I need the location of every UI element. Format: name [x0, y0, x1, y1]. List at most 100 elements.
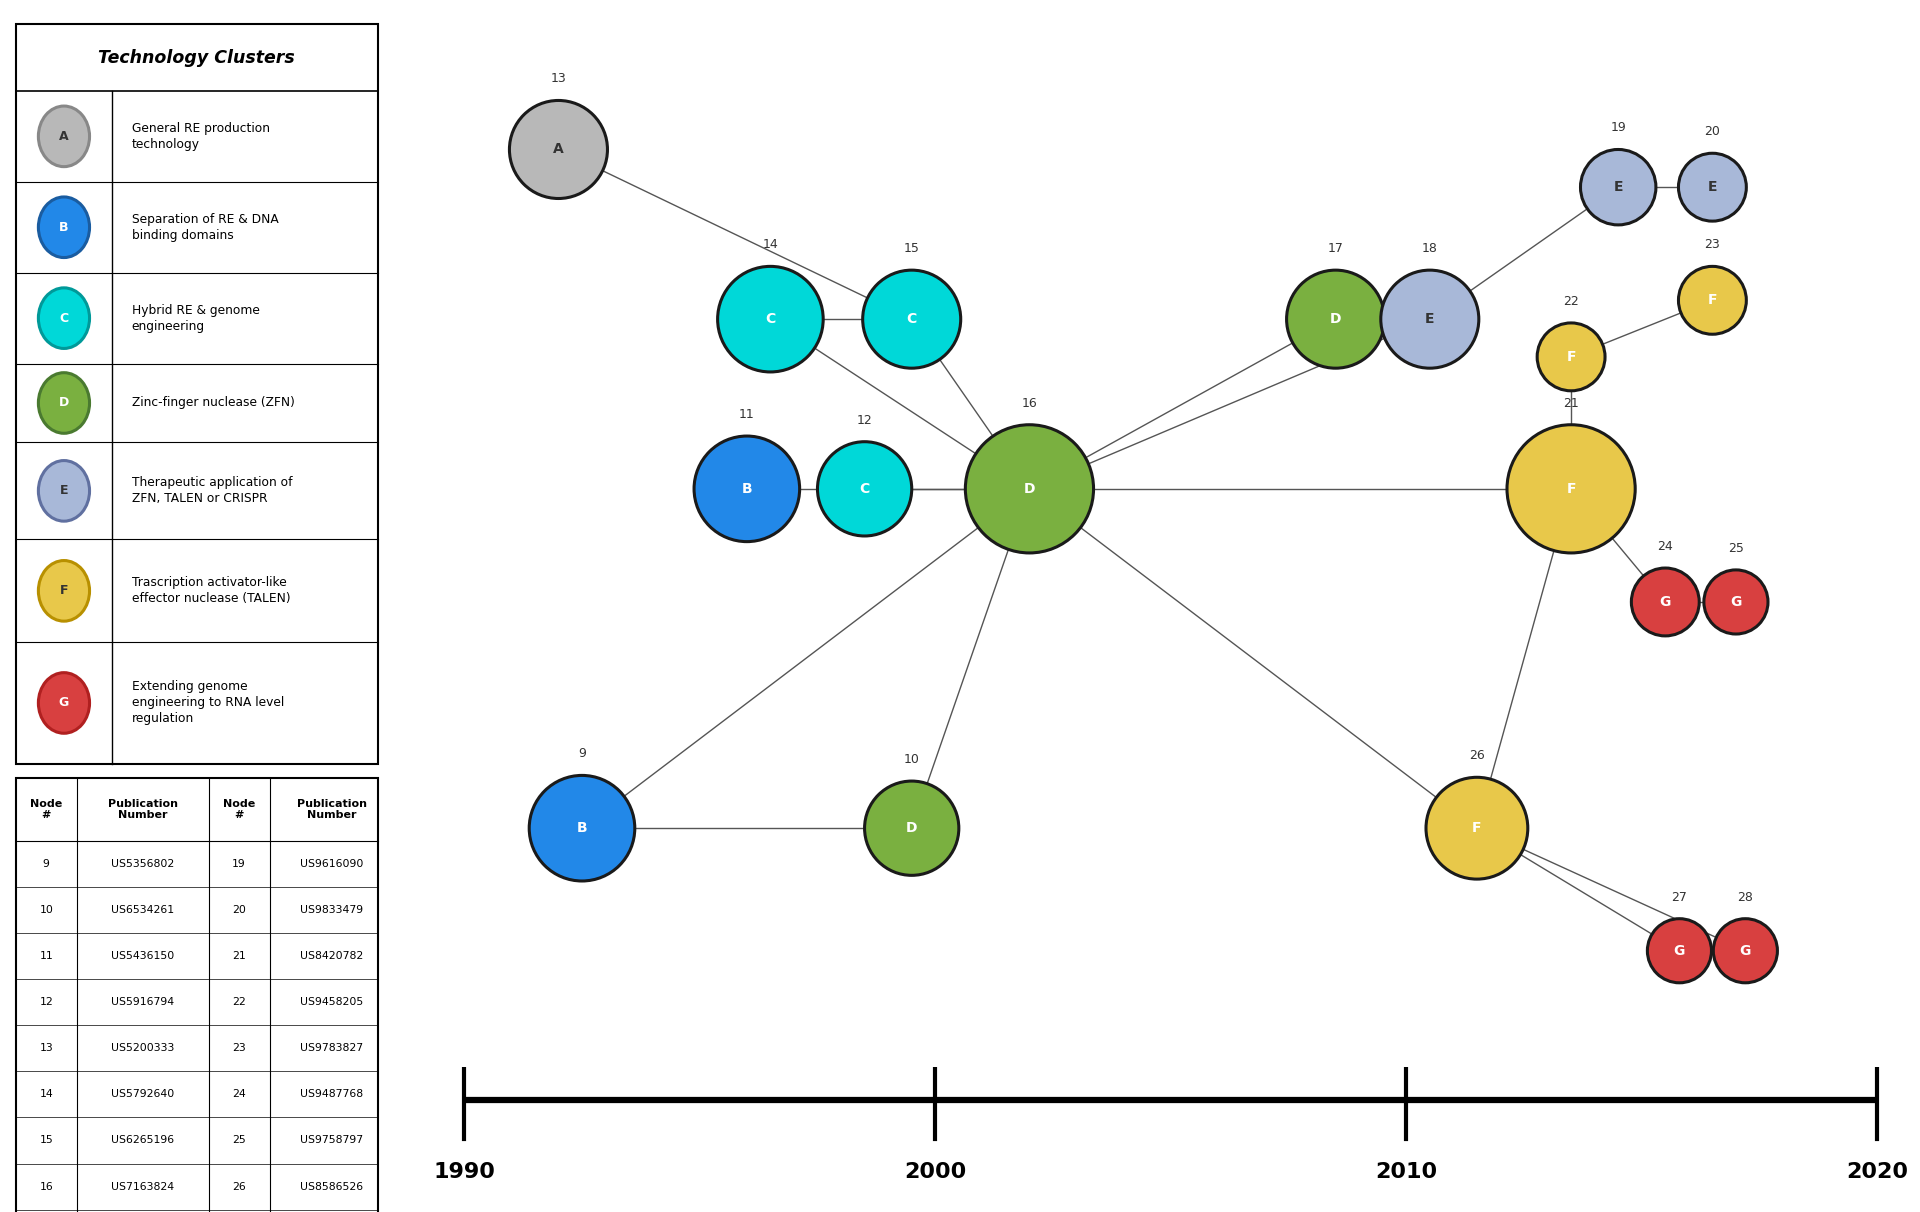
Ellipse shape — [38, 560, 90, 621]
Text: 15: 15 — [40, 1136, 54, 1145]
Text: 16: 16 — [40, 1182, 54, 1191]
Text: General RE production
technology: General RE production technology — [132, 122, 271, 150]
Text: 26: 26 — [232, 1182, 246, 1191]
Text: 24: 24 — [1657, 539, 1672, 553]
Ellipse shape — [1580, 149, 1655, 225]
Text: Therapeutic application of
ZFN, TALEN or CRISPR: Therapeutic application of ZFN, TALEN or… — [132, 476, 292, 505]
Text: 21: 21 — [1563, 396, 1578, 410]
FancyBboxPatch shape — [15, 778, 378, 1212]
Text: F: F — [60, 584, 69, 598]
Text: 17: 17 — [1327, 242, 1344, 255]
Text: 23: 23 — [1705, 239, 1720, 251]
Text: B: B — [60, 221, 69, 234]
Ellipse shape — [718, 267, 824, 372]
Ellipse shape — [1703, 570, 1768, 634]
Text: 2010: 2010 — [1375, 1161, 1438, 1182]
Text: C: C — [860, 482, 870, 496]
Text: F: F — [1567, 482, 1576, 496]
Ellipse shape — [818, 441, 912, 536]
Text: C: C — [60, 311, 69, 325]
Text: Extending genome
engineering to RNA level
regulation: Extending genome engineering to RNA leve… — [132, 680, 284, 726]
Text: US9833479: US9833479 — [300, 905, 363, 915]
Text: Publication
Number: Publication Number — [296, 799, 367, 821]
Text: E: E — [1707, 181, 1716, 194]
Text: Trascription activator-like
effector nuclease (TALEN): Trascription activator-like effector nuc… — [132, 577, 290, 605]
Text: 21: 21 — [232, 951, 246, 961]
Text: C: C — [906, 313, 918, 326]
Text: 20: 20 — [232, 905, 246, 915]
Text: US5916794: US5916794 — [111, 997, 175, 1007]
Text: 23: 23 — [232, 1044, 246, 1053]
FancyBboxPatch shape — [15, 24, 378, 764]
Text: 11: 11 — [739, 408, 755, 421]
Text: G: G — [1740, 944, 1751, 957]
Text: 10: 10 — [38, 905, 54, 915]
Text: 15: 15 — [904, 242, 920, 255]
Ellipse shape — [1427, 777, 1528, 879]
Text: G: G — [1730, 595, 1741, 608]
Text: US9616090: US9616090 — [300, 859, 363, 869]
Text: F: F — [1473, 822, 1482, 835]
Text: 22: 22 — [1563, 295, 1578, 308]
Text: US6265196: US6265196 — [111, 1136, 175, 1145]
Text: US7163824: US7163824 — [111, 1182, 175, 1191]
Text: 11: 11 — [40, 951, 54, 961]
Ellipse shape — [1538, 322, 1605, 390]
Text: 27: 27 — [1672, 891, 1688, 904]
Text: 14: 14 — [40, 1090, 54, 1099]
Text: 22: 22 — [232, 997, 246, 1007]
Text: Separation of RE & DNA
binding domains: Separation of RE & DNA binding domains — [132, 213, 278, 241]
Text: 2020: 2020 — [1847, 1161, 1908, 1182]
Ellipse shape — [1380, 270, 1478, 368]
Text: 19: 19 — [1611, 121, 1626, 135]
Text: G: G — [1659, 595, 1670, 608]
Text: E: E — [60, 485, 69, 497]
Ellipse shape — [38, 461, 90, 521]
Ellipse shape — [864, 781, 958, 875]
Text: 9: 9 — [42, 859, 50, 869]
Text: G: G — [60, 697, 69, 709]
Text: B: B — [576, 822, 588, 835]
Text: Node
#: Node # — [223, 799, 255, 821]
Ellipse shape — [38, 673, 90, 733]
Text: Zinc-finger nuclease (ZFN): Zinc-finger nuclease (ZFN) — [132, 396, 296, 410]
Text: C: C — [766, 313, 776, 326]
Text: US9458205: US9458205 — [300, 997, 363, 1007]
Ellipse shape — [966, 424, 1094, 553]
Text: E: E — [1613, 181, 1622, 194]
Text: 9: 9 — [578, 748, 586, 760]
Text: US9487768: US9487768 — [300, 1090, 363, 1099]
Text: 25: 25 — [1728, 542, 1743, 555]
Text: 1990: 1990 — [434, 1161, 495, 1182]
Text: US8586526: US8586526 — [300, 1182, 363, 1191]
Text: US9783827: US9783827 — [300, 1044, 363, 1053]
Ellipse shape — [38, 196, 90, 257]
Text: D: D — [60, 396, 69, 410]
Text: A: A — [60, 130, 69, 143]
Text: G: G — [1674, 944, 1686, 957]
Text: Technology Clusters: Technology Clusters — [98, 48, 296, 67]
Text: D: D — [1331, 313, 1342, 326]
Text: Hybrid RE & genome
engineering: Hybrid RE & genome engineering — [132, 304, 259, 332]
Text: US8420782: US8420782 — [300, 951, 363, 961]
Ellipse shape — [530, 776, 636, 881]
Ellipse shape — [862, 270, 960, 368]
Ellipse shape — [1678, 267, 1747, 335]
Text: US5356802: US5356802 — [111, 859, 175, 869]
Text: 12: 12 — [40, 997, 54, 1007]
Text: 10: 10 — [904, 753, 920, 766]
Text: US5200333: US5200333 — [111, 1044, 175, 1053]
Text: 28: 28 — [1738, 891, 1753, 904]
Ellipse shape — [1678, 153, 1747, 221]
Text: 19: 19 — [232, 859, 246, 869]
Text: 13: 13 — [40, 1044, 54, 1053]
Text: 14: 14 — [762, 239, 778, 251]
Ellipse shape — [1632, 568, 1699, 636]
Text: 25: 25 — [232, 1136, 246, 1145]
Text: Node
#: Node # — [31, 799, 61, 821]
Text: A: A — [553, 143, 564, 156]
Text: 16: 16 — [1021, 396, 1037, 410]
Ellipse shape — [38, 107, 90, 167]
Ellipse shape — [1286, 270, 1384, 368]
Text: US5792640: US5792640 — [111, 1090, 175, 1099]
